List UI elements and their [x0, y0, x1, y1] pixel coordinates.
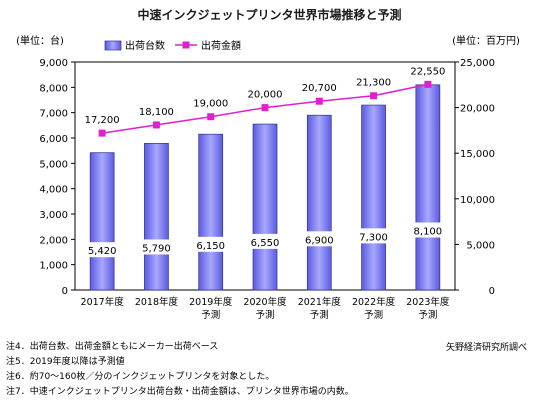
- bar-value-label: 8,100: [414, 226, 443, 237]
- note-6: 注6．約70～160枚／分のインクジェットプリンタを対象とした。: [6, 372, 275, 382]
- right-axis-tick-label: 10,000: [460, 195, 495, 206]
- bar-出荷台数: [361, 104, 386, 291]
- left-axis-tick-label: 2,000: [39, 235, 68, 246]
- right-axis-tick-label: 25,000: [460, 58, 495, 69]
- bar-value-label-bg: [408, 222, 447, 238]
- bar-value-label: 6,550: [251, 238, 280, 249]
- legend-line-marker: [182, 41, 190, 49]
- left-axis-tick-label: 1,000: [39, 261, 68, 272]
- left-axis-tick-label: 8,000: [39, 83, 68, 94]
- x-axis-category-label: 2019年度: [189, 296, 233, 308]
- x-axis-category-label: 2022年度: [352, 296, 396, 308]
- bar-value-label: 5,420: [88, 246, 117, 257]
- bar-value-label-bg: [83, 242, 122, 258]
- note-5: 注5．2019年度以降は予測値: [6, 357, 125, 367]
- right-axis-tick-label: 20,000: [460, 104, 495, 115]
- legend-bar-swatch: [104, 40, 122, 51]
- line-point-marker: [152, 121, 160, 129]
- bar-value-label-bg: [354, 228, 393, 244]
- legend-line-label: 出荷金額: [201, 39, 241, 52]
- line-value-label: 20,000: [248, 90, 283, 101]
- bar-value-label: 7,300: [359, 232, 388, 243]
- left-axis-tick-label: 5,000: [39, 159, 68, 170]
- bar-value-label: 6,150: [196, 241, 225, 252]
- line-value-label: 19,000: [193, 99, 228, 110]
- bar-value-label-bg: [246, 233, 284, 249]
- chart-area: 0 1,000 2,000 3,000 4,000 5,000 6,000 7,000 8,00…: [16, 34, 520, 321]
- line-point-marker: [98, 129, 106, 137]
- left-axis-tick-label: 0: [62, 286, 68, 297]
- notes-block: 注4．出荷台数、出荷金額ともにメーカー出荷ベース 注5．2019年度以降は予測値…: [6, 340, 354, 400]
- right-axis-tick-label: 5,000: [466, 240, 495, 251]
- line-value-label: 22,550: [410, 66, 445, 77]
- bar-value-label-bg: [191, 236, 230, 252]
- right-axis-tick-label: 15,000: [460, 149, 495, 160]
- x-axis-category-label: 2020年度: [243, 296, 287, 308]
- x-axis-category-label: 2017年度: [81, 296, 125, 308]
- line-point-marker: [207, 113, 215, 121]
- right-axis-tick-label: 0: [489, 286, 495, 297]
- x-axis-category-label: 予測: [310, 309, 329, 321]
- right-axis-unit-label: (単位：百万円): [452, 34, 520, 47]
- x-axis-category-label: 2023年度: [406, 296, 450, 308]
- legend-bar-label: 出荷台数: [125, 39, 165, 52]
- bar-value-label: 5,790: [142, 243, 171, 254]
- x-axis-category-label: 予測: [255, 309, 274, 321]
- line-value-label: 17,200: [85, 115, 120, 126]
- chart-title: 中速インクジェットプリンタ世界市場推移と予測: [137, 8, 402, 22]
- line-point-marker: [424, 80, 432, 88]
- bar-出荷台数: [252, 123, 278, 291]
- left-axis-tick-label: 3,000: [39, 210, 68, 221]
- x-axis-category-label: 予測: [201, 309, 220, 321]
- bar-出荷台数: [306, 114, 332, 291]
- x-axis-category-label: 予測: [364, 309, 383, 321]
- line-point-marker: [315, 97, 323, 105]
- left-axis-tick-label: 9,000: [39, 58, 68, 69]
- left-axis-tick-label: 4,000: [39, 185, 68, 196]
- bar-出荷台数: [415, 84, 441, 291]
- line-point-marker: [261, 104, 269, 112]
- note-7: 注7．中速インクジェットプリンタ出荷台数・出荷金額は、プリンタ世界市場の内数。: [6, 387, 354, 397]
- bar-value-label: 6,900: [305, 235, 334, 246]
- bar-value-label-bg: [300, 231, 339, 247]
- left-axis-unit-label: (単位：台): [16, 34, 64, 47]
- left-axis-tick-label: 6,000: [39, 134, 68, 145]
- left-axis-tick-label: 7,000: [39, 109, 68, 120]
- source-label: 矢野経済研究所調べ: [445, 343, 527, 353]
- bar-出荷台数: [144, 142, 169, 291]
- x-axis-category-label: 予測: [418, 309, 437, 321]
- x-axis-category-label: 2021年度: [298, 296, 342, 308]
- line-value-label: 21,300: [356, 78, 391, 89]
- bar-出荷台数: [89, 152, 115, 291]
- line-value-label: 20,700: [302, 83, 337, 94]
- bar-value-label-bg: [137, 239, 176, 255]
- line-value-label: 18,100: [139, 107, 174, 118]
- bar-出荷台数: [198, 133, 224, 291]
- line-point-marker: [370, 92, 378, 100]
- x-axis-category-label: 2018年度: [135, 296, 179, 308]
- note-4: 注4．出荷台数、出荷金額ともにメーカー出荷ベース: [6, 342, 219, 352]
